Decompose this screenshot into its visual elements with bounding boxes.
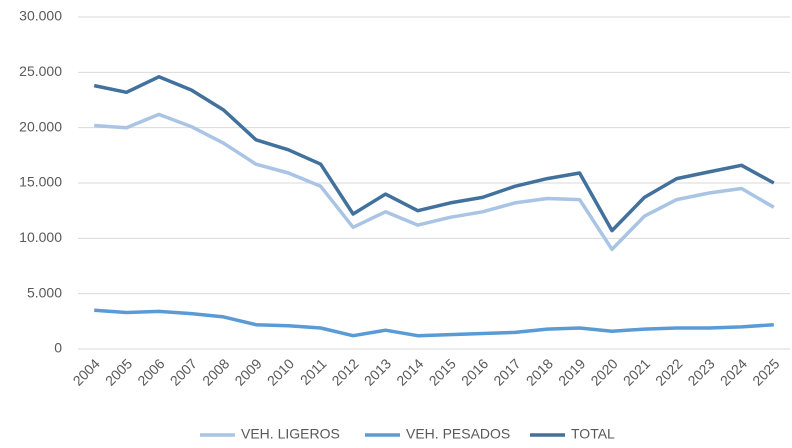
x-tick-label: 2011 xyxy=(297,355,330,388)
x-tick-label: 2006 xyxy=(134,355,167,388)
y-tick-label: 20.000 xyxy=(19,118,62,134)
x-tick-label: 2020 xyxy=(587,355,620,388)
y-tick-label: 5.000 xyxy=(27,284,62,300)
legend-label: VEH. PESADOS xyxy=(406,426,510,442)
x-tick-label: 2018 xyxy=(523,355,556,388)
x-tick-label: 2005 xyxy=(102,355,135,388)
y-tick-label: 25.000 xyxy=(19,63,62,79)
x-tick-label: 2004 xyxy=(70,355,103,388)
x-tick-label: 2024 xyxy=(717,355,750,388)
series-line xyxy=(94,308,774,338)
x-tick-label: 2008 xyxy=(199,355,232,388)
x-tick-label: 2017 xyxy=(490,355,523,388)
y-tick-label: 10.000 xyxy=(19,229,62,245)
x-tick-label: 2022 xyxy=(652,355,685,388)
x-tick-label: 2007 xyxy=(167,355,200,388)
x-tick-label: 2015 xyxy=(426,355,459,388)
x-tick-label: 2019 xyxy=(555,355,588,388)
legend-label: VEH. LIGEROS xyxy=(241,426,340,442)
x-tick-label: 2025 xyxy=(749,355,782,388)
y-tick-label: 15.000 xyxy=(19,174,62,190)
y-tick-label: 0 xyxy=(54,340,62,356)
x-tick-label: 2012 xyxy=(328,355,361,388)
x-tick-label: 2021 xyxy=(620,355,653,388)
legend-label: TOTAL xyxy=(571,426,615,442)
x-tick-label: 2014 xyxy=(393,355,426,388)
x-tick-label: 2009 xyxy=(231,355,264,388)
x-tick-label: 2013 xyxy=(361,355,394,388)
x-tick-label: 2023 xyxy=(684,355,717,388)
x-tick-label: 2010 xyxy=(264,355,297,388)
series-line xyxy=(94,112,775,252)
x-tick-label: 2016 xyxy=(458,355,491,388)
series-line xyxy=(93,75,775,233)
y-tick-label: 30.000 xyxy=(19,8,62,24)
